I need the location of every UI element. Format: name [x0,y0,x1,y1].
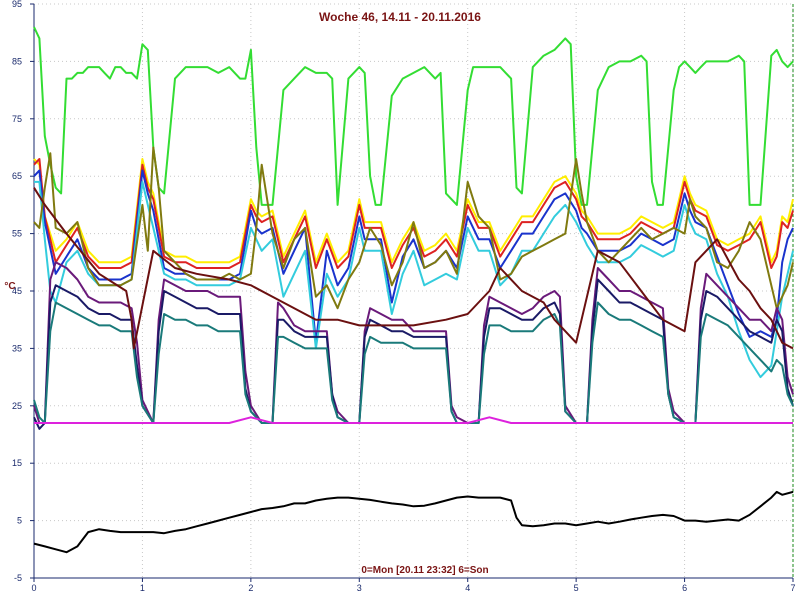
x-tick-label: 6 [682,583,687,593]
x-tick-label: 7 [790,583,795,593]
y-tick-label: 55 [12,229,22,239]
y-tick-label: 25 [12,401,22,411]
series-line-12 [33,490,794,554]
y-tick-label: 15 [12,458,22,468]
y-tick-label: 75 [12,114,22,124]
series-line-6 [33,146,794,310]
x-tick-label: 3 [357,583,362,593]
series-line-4 [33,169,794,344]
x-tick-label: 4 [465,583,470,593]
y-tick-label: 85 [12,56,22,66]
series-group [33,26,794,554]
x-tick-label: 5 [574,583,579,593]
axes [30,3,794,582]
y-tick-label: 5 [17,516,22,526]
y-tick-label: 65 [12,171,22,181]
x-tick-label: 2 [248,583,253,593]
y-tick-label: -5 [14,573,22,583]
series-line-1 [33,26,794,206]
x-tick-label: 0 [31,583,36,593]
series-line-10 [33,187,794,350]
series-line-9 [33,301,794,424]
x-tick-label: 1 [140,583,145,593]
y-axis-label: °C [4,281,15,292]
x-axis-label: 0=Mon [20.11 23:32] 6=Son [361,565,488,576]
series-line-5 [34,180,794,379]
y-tick-label: 95 [12,0,22,9]
series-line-3 [33,158,794,269]
chart-title: Woche 46, 14.11 - 20.11.2016 [319,10,481,24]
y-tick-label: 35 [12,343,22,353]
series-line-11 [34,416,793,424]
y-tick-label: 45 [12,286,22,296]
